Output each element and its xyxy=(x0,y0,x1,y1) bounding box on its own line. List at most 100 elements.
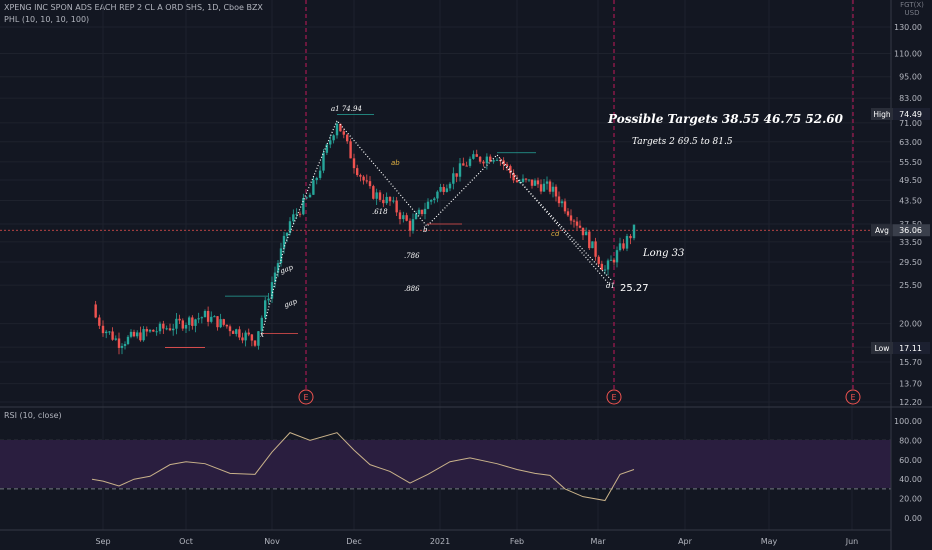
price-tick: 110.00 xyxy=(894,49,922,58)
price-tick: 33.50 xyxy=(899,238,922,247)
candle-body xyxy=(194,319,197,326)
price-tick: 43.50 xyxy=(899,197,922,206)
candle-body xyxy=(139,332,142,341)
earnings-marker xyxy=(845,389,861,405)
candle-body xyxy=(452,173,455,184)
candle-body xyxy=(388,196,392,202)
rsi-tick: 60.00 xyxy=(899,456,922,465)
candle-body xyxy=(257,331,260,346)
candle-body xyxy=(308,194,312,198)
fib886-label: .886 xyxy=(404,285,420,293)
candle-body xyxy=(162,323,165,329)
candle-body xyxy=(566,211,570,216)
candle-body xyxy=(536,180,540,185)
candle-body xyxy=(145,329,148,332)
candle-body xyxy=(279,248,283,264)
candle-body xyxy=(527,179,531,181)
candle-body xyxy=(117,338,121,348)
time-axis: Sep Oct Nov Dec 2021 Feb Mar Apr May Jun xyxy=(95,537,858,546)
candle-body xyxy=(629,235,632,239)
candle-body xyxy=(606,260,610,270)
candle-body xyxy=(346,134,349,142)
candle-body xyxy=(533,180,537,186)
candle-body xyxy=(588,231,591,249)
candle-body xyxy=(148,329,152,332)
candle-body xyxy=(597,256,600,264)
candle-body xyxy=(458,163,462,177)
harmonic-patterns xyxy=(165,113,613,348)
candle-body xyxy=(315,177,318,181)
fib618-label: .618 xyxy=(372,208,388,216)
time-tick: Jun xyxy=(845,537,859,546)
candle-body xyxy=(530,179,534,186)
candle-body xyxy=(563,201,567,212)
candle-body xyxy=(423,208,427,215)
axis-corner: FGT(X) xyxy=(900,1,924,9)
candle-body xyxy=(216,316,219,328)
avg-tag-label: Avg xyxy=(875,226,889,235)
time-tick: Mar xyxy=(590,537,606,546)
candle-body xyxy=(126,336,130,345)
candle-body xyxy=(288,221,292,233)
candle-body xyxy=(292,214,295,222)
earnings-label: E xyxy=(850,393,855,402)
candle-body xyxy=(94,304,97,318)
rsi-tick: 100.00 xyxy=(894,417,922,426)
candle-body xyxy=(442,186,445,192)
candle-body xyxy=(368,181,372,187)
candle-body xyxy=(439,186,442,192)
candle-body xyxy=(612,259,616,263)
candle-body xyxy=(482,161,485,164)
candle-body xyxy=(554,186,558,197)
candle-body xyxy=(448,183,452,189)
time-tick: Dec xyxy=(346,537,361,546)
candle-body xyxy=(375,192,378,199)
price-tick: 29.50 xyxy=(899,258,922,267)
candle-body xyxy=(603,269,607,271)
price-tick: 63.00 xyxy=(899,138,922,147)
candle-body xyxy=(191,317,194,326)
d-label: d1 xyxy=(606,282,615,290)
candle-body xyxy=(253,340,257,346)
candle-body xyxy=(618,243,622,251)
candle-body xyxy=(472,154,475,159)
candle-body xyxy=(282,235,286,249)
candle-body xyxy=(468,158,472,166)
candle-body xyxy=(235,329,238,334)
rsi-label: RSI (10, close) xyxy=(4,411,62,420)
candle-body xyxy=(178,318,181,321)
price-tick: 55.50 xyxy=(899,158,922,167)
candle-body xyxy=(411,219,415,231)
candle-body xyxy=(392,200,395,202)
candle-body xyxy=(622,243,625,249)
candle-body xyxy=(206,310,210,322)
candle-body xyxy=(295,213,298,215)
candle-body xyxy=(581,227,585,236)
grid xyxy=(0,0,891,530)
x-label: x xyxy=(260,331,264,339)
candle-body xyxy=(200,317,204,319)
candle-body xyxy=(539,184,543,192)
candle-body xyxy=(591,241,594,249)
candle-body xyxy=(505,164,509,167)
candle-body xyxy=(318,170,322,178)
candle-body xyxy=(625,235,629,249)
candle-body xyxy=(187,317,191,325)
low-tag-value-bg xyxy=(893,342,930,354)
candle-body xyxy=(382,199,385,204)
avg-tag-value-bg xyxy=(893,224,930,237)
low-tag-label-bg xyxy=(871,342,893,354)
candle-body xyxy=(485,156,489,164)
candle-body xyxy=(276,263,280,273)
candle-body xyxy=(172,328,175,331)
candle-body xyxy=(495,159,499,161)
candles xyxy=(94,121,636,355)
price-tick: 95.00 xyxy=(899,73,922,82)
candle-body xyxy=(98,317,101,326)
high-tag-label-bg xyxy=(871,108,893,120)
price-tick: 25.50 xyxy=(899,281,922,290)
time-tick: Nov xyxy=(264,537,280,546)
candle-body xyxy=(600,263,604,270)
